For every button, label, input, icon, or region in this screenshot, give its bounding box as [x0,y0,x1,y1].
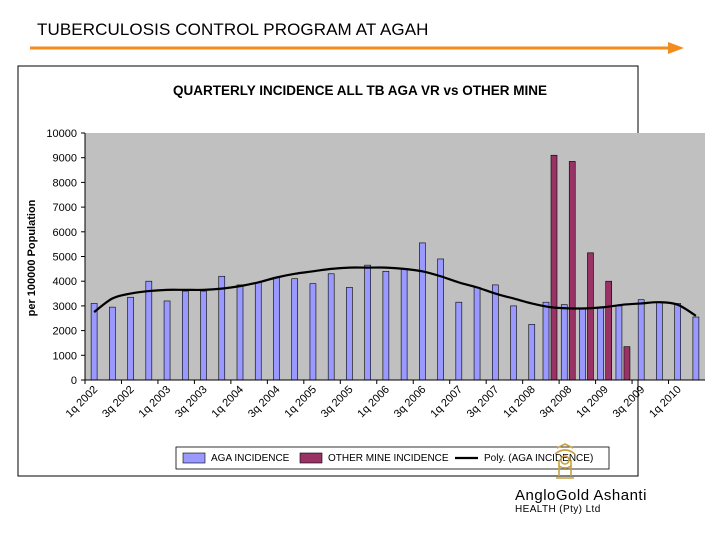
legend-swatch-aga [182,452,206,464]
aga-bar-1q-2003 [163,300,171,381]
aga-bar-2q-2004 [254,282,262,381]
y-tick-label: 1000 [53,350,77,362]
title-arrow-rule [30,42,684,54]
aga-bar-1q-2010 [674,303,681,381]
y-tick-label: 8000 [53,177,77,189]
aga-bar-2q-2007 [473,287,481,381]
other-mine-bar-1q-2009 [605,280,613,381]
aga-bar-4q-2009 [656,301,663,381]
y-tick-label: 7000 [53,202,77,214]
aga-bar-1q-2005 [309,283,317,381]
logo-company-name: AngloGold Ashanti [515,487,647,504]
aga-bar-3q-2002 [127,296,134,381]
aga-bar-4q-2004 [291,278,299,381]
aga-bar-1q-2004 [236,284,244,381]
logo-company-subtitle: HEALTH (Pty) Ltd [515,504,601,515]
y-tick-label: 5000 [53,252,77,264]
logo-emblem-icon [554,443,576,479]
aga-bar-2q-2009 [615,305,623,381]
aga-bar-2q-2005 [327,273,335,381]
other-mine-bar-2q-2008 [550,154,558,381]
legend-label-aga: AGA INCIDENCE [211,453,290,464]
y-tick-label: 2000 [53,326,77,338]
other-mine-bar-3q-2008 [568,161,576,381]
aga-bar-4q-2005 [364,264,371,381]
aga-bar-3q-2007 [491,284,499,381]
legend: AGA INCIDENCE OTHER MINE INCIDENCE Poly.… [175,446,610,470]
anglogold-ashanti-logo: AngloGold Ashanti HEALTH (Pty) Ltd [515,440,715,520]
y-axis-ticks: 0 1000 2000 3000 4000 5000 6000 7000 8000 9000 100… [46,128,85,387]
aga-bar-1q-2006 [382,271,390,381]
aga-incidence-bars [90,242,700,381]
aga-bar-2q-2008 [542,301,550,381]
legend-box [175,446,610,470]
y-axis-label: per 100000 Population [26,199,38,316]
slide-title: TUBERCULOSIS CONTROL PROGRAM AT AGAH [37,20,429,39]
y-tick-label: 4000 [53,276,77,288]
aga-bar-1q-2008 [528,324,536,381]
aga-bar-2q-2006 [400,268,408,381]
legend-swatch-other [299,452,323,464]
aga-bar-3q-2006 [419,242,426,381]
y-tick-label: 10000 [46,128,77,140]
aga-bar-3q-2005 [346,287,353,381]
aga-bar-4q-2002 [145,280,153,381]
aga-bar-2q-2003 [181,290,189,381]
aga-bar-3q-2003 [200,290,207,381]
y-tick-label: 9000 [53,153,77,165]
aga-bar-3q-2009 [637,299,645,381]
y-tick-label: 6000 [53,227,77,239]
aga-bar-3q-2004 [273,277,280,381]
aga-bar-4q-2008 [579,308,586,381]
other-mine-bar-2q-2009 [623,346,631,381]
aga-bar-2q-2002 [109,306,116,381]
y-tick-label: 3000 [53,301,77,313]
aga-bar-1q-2002 [90,303,98,381]
legend-label-other: OTHER MINE INCIDENCE [328,453,449,464]
aga-bar-4q-2007 [510,305,517,381]
aga-bar-2q-2010 [692,316,700,381]
y-tick-label: 0 [71,375,77,387]
legend-label-poly: Poly. (AGA INCIDENCE) [484,453,593,464]
poly-trend-line [93,266,697,317]
x-tick-label: 1q 2010 [647,384,684,421]
aga-bar-1q-2007 [455,301,463,381]
other-mine-bar-4q-2008 [587,252,594,381]
chart-title: QUARTERLY INCIDENCE ALL TB AGA VR vs OTH… [173,83,547,98]
aga-bar-3q-2008 [560,304,568,381]
aga-bar-4q-2003 [218,275,226,381]
aga-bar-1q-2009 [597,306,605,381]
